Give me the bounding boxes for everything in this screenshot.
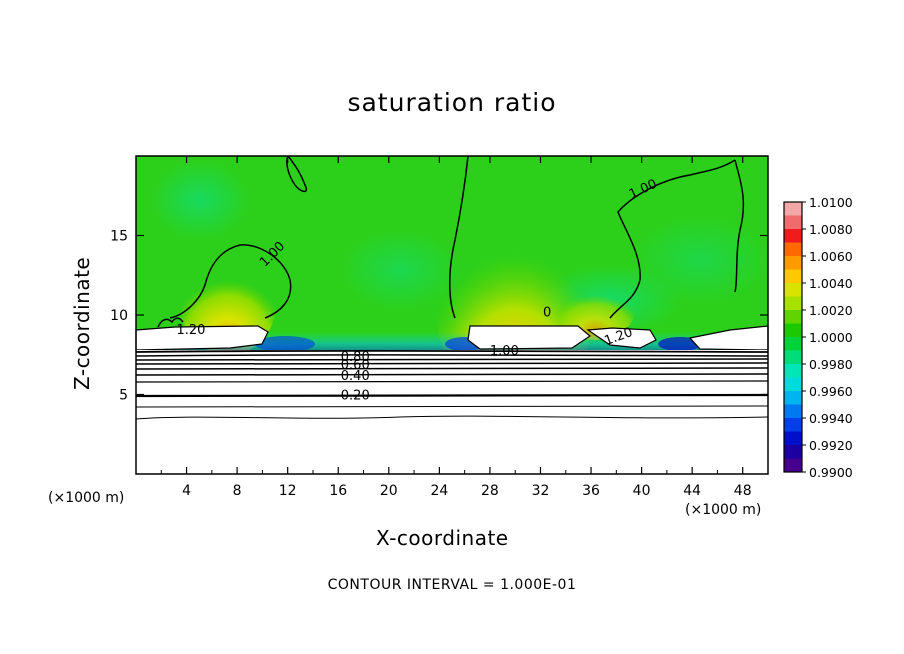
contour-label: 0 bbox=[543, 306, 551, 321]
x-tick-label: 28 bbox=[481, 483, 499, 499]
colorbar-swatch bbox=[784, 431, 802, 446]
contour-line bbox=[135, 415, 769, 420]
x-tick-label: 24 bbox=[430, 483, 448, 499]
colorbar-label: 1.0060 bbox=[809, 249, 853, 264]
contour-label: 0.60 bbox=[341, 358, 370, 373]
x-tick-label: 16 bbox=[329, 483, 347, 499]
dry-spot bbox=[255, 336, 315, 352]
cloud-block-center bbox=[467, 325, 592, 350]
colorbar-swatch bbox=[784, 445, 802, 459]
x-tick-label: 36 bbox=[582, 483, 600, 499]
dry-spot bbox=[658, 337, 702, 351]
cloud-block-left bbox=[135, 325, 269, 351]
contour-line bbox=[135, 393, 769, 398]
contour-line bbox=[157, 317, 184, 328]
colorbar-swatch bbox=[784, 310, 802, 324]
colorbar-swatch bbox=[784, 337, 802, 351]
x-tick-label: 8 bbox=[233, 483, 242, 499]
colorbar-swatch bbox=[784, 215, 802, 230]
x-tick-label: 40 bbox=[633, 483, 651, 499]
contour-interval-value: 1.000E-01 bbox=[500, 577, 577, 593]
colorbar-label: 0.9980 bbox=[809, 357, 853, 372]
colorbar-label: 0.9940 bbox=[809, 411, 853, 426]
colorbar-swatch bbox=[784, 202, 802, 216]
colorbar-swatch bbox=[784, 404, 802, 419]
contour-interval-prefix: CONTOUR INTERVAL = bbox=[327, 577, 501, 593]
contour-label: 0.80 bbox=[341, 350, 370, 365]
colorbar-label: 1.0100 bbox=[809, 195, 853, 210]
colorbar-swatch bbox=[784, 256, 802, 270]
x-tick-label: 44 bbox=[683, 483, 701, 499]
contour-line bbox=[135, 354, 769, 357]
x-tick-label: 4 bbox=[182, 483, 191, 499]
contour-lines-upper bbox=[157, 155, 745, 328]
colorbar-swatch bbox=[784, 296, 802, 311]
colorbar-swatch bbox=[784, 458, 802, 473]
colorbar-label: 1.0080 bbox=[809, 222, 853, 237]
contour-label: 1.20 bbox=[176, 323, 205, 338]
x-tick-label: 12 bbox=[279, 483, 297, 499]
cool-patch bbox=[340, 230, 460, 310]
colorbar-swatch bbox=[784, 350, 802, 365]
colorbar-swatch bbox=[784, 418, 802, 432]
colorbar-label: 0.9960 bbox=[809, 384, 853, 399]
colorbar: 1.0100 1.0080 1.0060 1.0040 1.0020 1.0000 0.99… bbox=[783, 195, 853, 480]
colorbar-label: 0.9900 bbox=[809, 465, 853, 480]
colorbar-label: 1.0020 bbox=[809, 303, 853, 318]
x-tick-label: 32 bbox=[532, 483, 550, 499]
lower-white-area bbox=[136, 350, 768, 474]
x-ticks: 4 8 12 16 20 24 28 32 36 40 44 48 bbox=[160, 156, 752, 499]
colorbar-label: 0.9920 bbox=[809, 438, 853, 453]
warm-region-right bbox=[555, 280, 635, 340]
contour-label: 0.20 bbox=[341, 388, 370, 403]
contour-interval-note: CONTOUR INTERVAL = 1.000E-01 bbox=[0, 577, 904, 593]
contour-line bbox=[169, 244, 292, 319]
x-tick-label: 48 bbox=[734, 483, 752, 499]
chart-title: saturation ratio bbox=[347, 88, 557, 117]
colorbar-swatch bbox=[784, 283, 802, 297]
colorbar-label: 1.0000 bbox=[809, 330, 853, 345]
y-tick-label: 15 bbox=[110, 229, 128, 245]
cool-patch bbox=[150, 160, 250, 240]
x-axis-label: X-coordinate bbox=[376, 526, 509, 550]
colorbar-swatch bbox=[784, 242, 802, 257]
colorbar-swatch bbox=[784, 323, 802, 338]
y-tick-label: 10 bbox=[110, 308, 128, 324]
cool-patch bbox=[630, 215, 770, 305]
contour-line bbox=[286, 155, 307, 193]
contour-line bbox=[135, 349, 769, 353]
contour-line bbox=[734, 159, 745, 293]
cloud-block-mid-right bbox=[586, 327, 657, 349]
contour-label: 0.40 bbox=[341, 369, 370, 384]
y-ticks: 5 10 15 bbox=[110, 229, 768, 404]
contour-label: 1.00 bbox=[490, 344, 519, 359]
colorbar-swatch bbox=[784, 391, 802, 405]
colorbar-swatch bbox=[784, 269, 802, 284]
colorbar-swatch bbox=[784, 364, 802, 378]
x-tick-label: 20 bbox=[380, 483, 398, 499]
colorbar-label: 1.0040 bbox=[809, 276, 853, 291]
colorbar-swatch bbox=[784, 229, 802, 243]
contour-line bbox=[449, 155, 469, 319]
y-tick-label: 5 bbox=[119, 388, 128, 404]
contour-line bbox=[609, 159, 736, 319]
x-unit-label-right: (×1000 m) bbox=[685, 502, 762, 518]
x-unit-label-left: (×1000 m) bbox=[48, 490, 125, 506]
colorbar-swatch bbox=[784, 377, 802, 392]
